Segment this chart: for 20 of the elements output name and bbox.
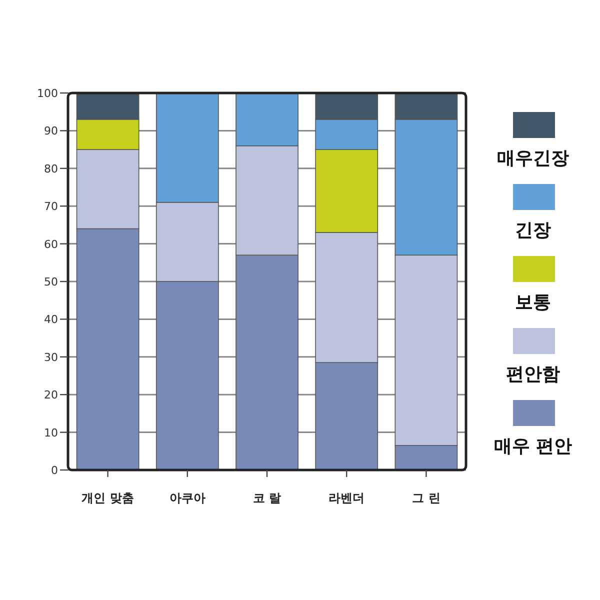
legend-label: 보통 bbox=[515, 292, 551, 313]
y-tick-label: 100 bbox=[37, 87, 58, 100]
y-tick-label: 10 bbox=[44, 426, 58, 440]
x-tick-label: 개인 맞춤 bbox=[82, 491, 134, 505]
x-tick-label: 코 랄 bbox=[252, 491, 282, 505]
x-tick-label: 그 린 bbox=[412, 491, 440, 505]
y-tick-label: 90 bbox=[44, 124, 58, 138]
x-tick-label: 라벤더 bbox=[328, 491, 365, 505]
y-tick-label: 20 bbox=[44, 388, 58, 402]
legend-label: 편안함 bbox=[506, 364, 560, 385]
y-tick-label: 60 bbox=[44, 238, 58, 251]
legend-label: 매우긴장 bbox=[497, 148, 569, 169]
y-tick-label: 40 bbox=[44, 313, 58, 326]
y-tick-label: 80 bbox=[44, 162, 58, 176]
legend-label: 긴장 bbox=[515, 220, 551, 241]
y-tick-label: 50 bbox=[44, 276, 58, 288]
x-tick-label: 아쿠아 bbox=[169, 491, 206, 505]
y-tick-label: 0 bbox=[51, 464, 58, 477]
y-tick-label: 30 bbox=[44, 350, 58, 364]
y-tick-label: 70 bbox=[44, 200, 58, 214]
